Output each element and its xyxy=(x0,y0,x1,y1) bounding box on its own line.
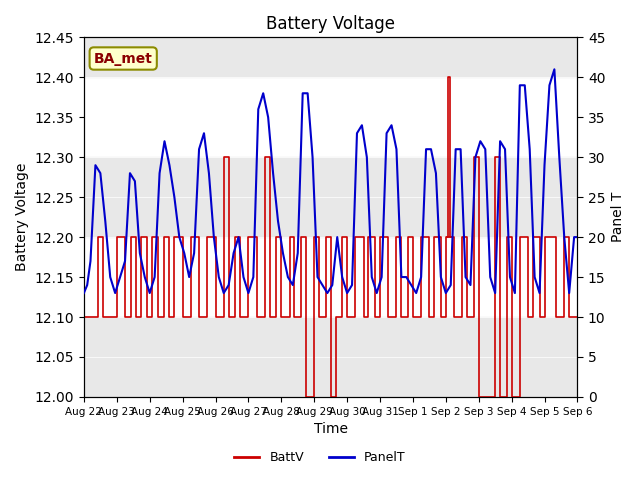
Legend: BattV, PanelT: BattV, PanelT xyxy=(229,446,411,469)
Text: BA_met: BA_met xyxy=(94,51,153,65)
X-axis label: Time: Time xyxy=(314,422,348,436)
Y-axis label: Battery Voltage: Battery Voltage xyxy=(15,163,29,271)
Title: Battery Voltage: Battery Voltage xyxy=(266,15,395,33)
Y-axis label: Panel T: Panel T xyxy=(611,192,625,242)
Bar xyxy=(84,317,577,397)
Bar xyxy=(84,157,577,237)
Bar xyxy=(84,0,577,77)
